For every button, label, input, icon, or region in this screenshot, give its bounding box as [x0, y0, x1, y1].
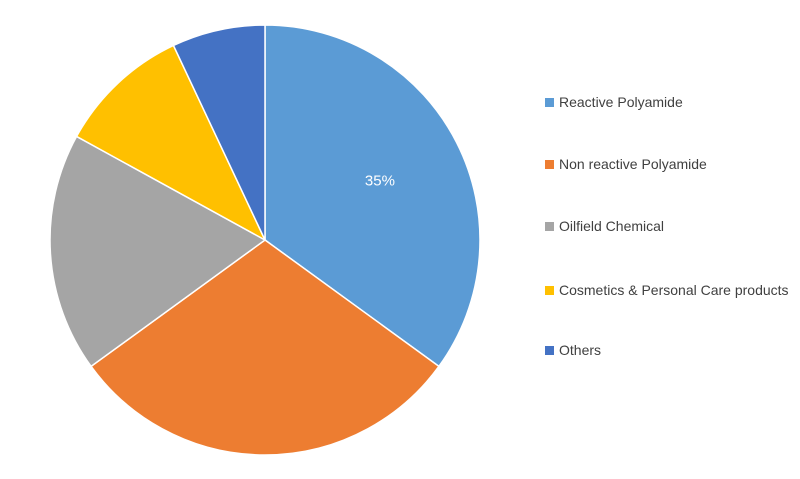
pie-slice — [75, 44, 267, 242]
data-label: 35% — [365, 172, 395, 189]
legend-label: Reactive Polyamide — [559, 94, 683, 110]
pie-slice — [172, 24, 266, 241]
legend-swatch — [545, 222, 554, 231]
legend-swatch — [545, 346, 554, 355]
pie-slice — [264, 24, 481, 368]
legend-item: Oilfield Chemical — [545, 217, 790, 235]
legend-swatch — [545, 98, 554, 107]
legend-item: Reactive Polyamide — [545, 93, 790, 111]
legend-item: Others — [545, 341, 790, 359]
legend-label: Non reactive Polyamide — [559, 156, 707, 172]
legend-label: Others — [559, 342, 602, 358]
legend-label: Oilfield Chemical — [559, 218, 665, 234]
pie-slice — [49, 135, 267, 368]
pie-slice — [90, 239, 440, 456]
legend-label: Cosmetics & Personal Care products — [559, 282, 789, 298]
legend-item: Non reactive Polyamide — [545, 155, 790, 173]
legend-swatch — [545, 160, 554, 169]
legend-swatch — [545, 286, 554, 295]
legend-item: Cosmetics & Personal Care products — [545, 281, 790, 299]
